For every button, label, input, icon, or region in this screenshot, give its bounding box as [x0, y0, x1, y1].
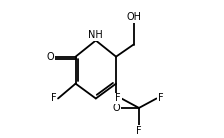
- Text: O: O: [112, 103, 120, 113]
- Text: F: F: [136, 126, 142, 136]
- Text: O: O: [46, 52, 54, 62]
- Text: F: F: [51, 93, 57, 104]
- Text: NH: NH: [88, 30, 103, 40]
- Text: F: F: [115, 93, 121, 104]
- Text: OH: OH: [126, 12, 141, 22]
- Text: F: F: [158, 93, 164, 104]
